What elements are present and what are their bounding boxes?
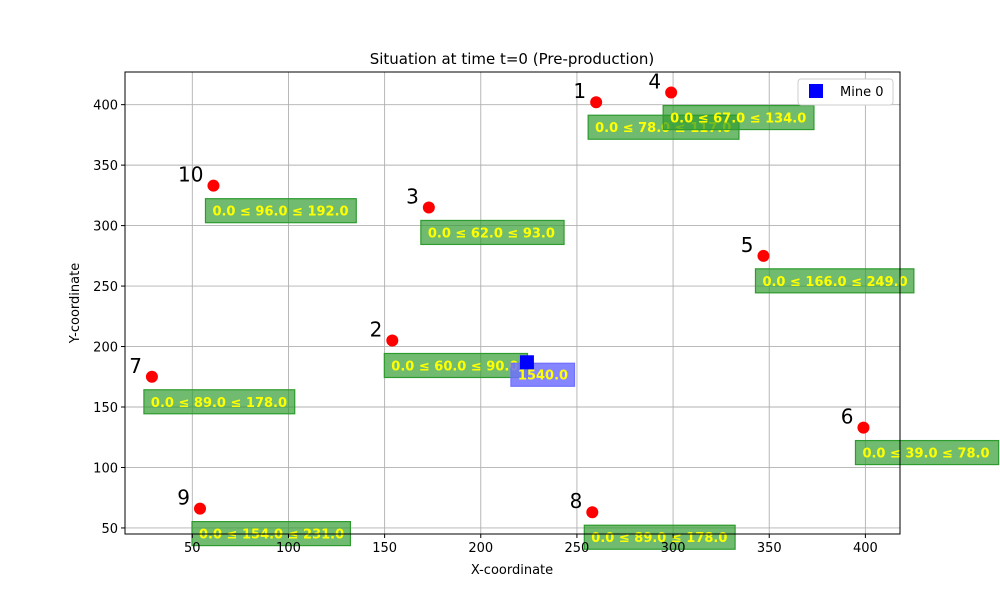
x-tick-label: 300	[661, 541, 686, 556]
customer-point	[386, 334, 399, 347]
legend-label-mine: Mine 0	[840, 85, 883, 100]
y-axis-label: Y-coordinate	[68, 263, 83, 344]
x-tick-label: 50	[184, 541, 201, 556]
customer-point	[757, 249, 770, 262]
customer-point	[857, 421, 870, 434]
customer-point	[194, 502, 206, 515]
demand-label-box	[662, 104, 815, 131]
point-number: 6	[841, 405, 854, 429]
customer-point	[586, 506, 599, 519]
demand-label-box	[420, 219, 565, 246]
demand-label-text: 0.0 ≤ 96.0 ≤ 192.0	[212, 205, 348, 220]
chart-title: Situation at time t=0 (Pre-production)	[370, 50, 655, 68]
point-number: 5	[741, 233, 754, 257]
x-tick-label: 150	[372, 541, 397, 556]
y-tick-label: 200	[93, 341, 118, 356]
demand-label-text: 0.0 ≤ 62.0 ≤ 93.0	[428, 226, 555, 241]
customer-point	[590, 96, 603, 109]
y-tick-label: 250	[93, 280, 118, 295]
demand-label-text: 0.0 ≤ 39.0 ≤ 78.0	[862, 447, 989, 462]
mine-marker	[519, 355, 534, 370]
demand-label-box	[204, 198, 357, 224]
x-tick-label: 250	[565, 541, 590, 556]
plot-frame	[124, 71, 901, 535]
point-numbers: 1 2 3 4 5 6 7 8 9 10	[129, 70, 853, 514]
legend: Mine 0	[797, 78, 894, 106]
label-boxes: 0.0 ≤ 78.0 ≤ 117.00.0 ≤ 60.0 ≤ 90.00.0 ≤…	[143, 104, 1000, 550]
y-tick-label: 50	[101, 522, 118, 537]
x-tick-label: 100	[276, 541, 301, 556]
y-tick-label: 150	[93, 401, 118, 416]
mine-label-text: 1540.0	[518, 368, 568, 383]
x-tick-label: 200	[468, 541, 493, 556]
customer-point	[422, 201, 435, 214]
point-number: 10	[178, 163, 203, 187]
x-axis-label: X-coordinate	[471, 563, 553, 578]
demand-label-box	[854, 439, 1000, 466]
data-points	[145, 86, 870, 519]
customer-point	[665, 86, 678, 99]
x-tick-label: 400	[853, 541, 878, 556]
demand-label-text: 0.0 ≤ 154.0 ≤ 231.0	[199, 528, 344, 543]
y-tick-label: 100	[93, 461, 118, 476]
point-number: 7	[129, 354, 142, 378]
x-tick-label: 350	[757, 541, 782, 556]
demand-label-box	[383, 352, 529, 379]
customer-point	[207, 179, 220, 192]
demand-label-text: 0.0 ≤ 60.0 ≤ 90.0	[391, 359, 518, 374]
point-number: 8	[570, 489, 583, 513]
point-number: 9	[177, 486, 190, 510]
point-number: 1	[573, 79, 586, 103]
point-number: 2	[370, 317, 383, 341]
ticks: 50 100 150 200 250 300 350 400 50 100 150 200 250 300…	[93, 99, 878, 556]
y-tick-label: 400	[93, 99, 118, 114]
demand-label-text: 0.0 ≤ 166.0 ≤ 249.0	[762, 275, 907, 290]
demand-label-box	[143, 389, 296, 415]
point-number: 3	[406, 184, 419, 208]
demand-label-box	[754, 268, 915, 294]
demand-label-box	[583, 524, 736, 550]
demand-label-text: 0.0 ≤ 89.0 ≤ 178.0	[151, 396, 287, 411]
demand-label-text: 0.0 ≤ 89.0 ≤ 178.0	[591, 531, 727, 546]
demand-label-text: 0.0 ≤ 67.0 ≤ 134.0	[670, 112, 806, 127]
point-number: 4	[648, 70, 661, 94]
y-tick-label: 350	[93, 159, 118, 174]
customer-point	[145, 370, 158, 383]
y-tick-label: 300	[93, 220, 118, 235]
legend-marker-mine	[809, 84, 823, 98]
